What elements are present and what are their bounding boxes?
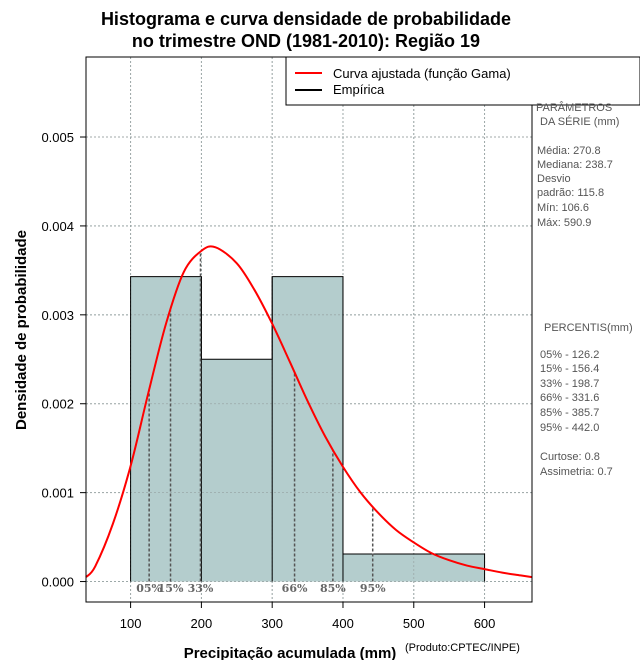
y-tick-label-4: 0.004 [41, 219, 74, 234]
legend-label-empirical: Empírica [333, 82, 385, 97]
y-axis-ticks: 0.000 0.001 0.002 0.003 0.004 0.005 [41, 130, 86, 590]
percentile-markers: 05%15% 33% 66% 85% 95% [136, 251, 386, 595]
y-tick-label-2: 0.002 [41, 397, 74, 412]
percentile-label-33: 33% [188, 582, 214, 595]
legend-label-curve: Curva ajustada (função Gama) [333, 66, 511, 81]
fitted-gamma-curve [85, 245, 533, 579]
params-heading-line-2: DA SÉRIE (mm) [540, 115, 619, 128]
param-mean: Média: 270.8 [537, 145, 601, 157]
product-credit: (Produto:CPTEC/INPE) [405, 642, 520, 654]
param-std-label: Desvio [537, 173, 571, 185]
x-tick-label-100: 100 [120, 616, 142, 631]
histogram-bars [86, 57, 532, 602]
x-tick-label-400: 400 [332, 616, 354, 631]
chart-title-line-1: Histograma e curva densidade de probabil… [101, 9, 511, 29]
percentis-33: 33% - 198.7 [540, 378, 599, 390]
percentile-label-15: 15% [158, 582, 184, 595]
histogram-bar-1 [130, 276, 202, 582]
x-tick-label-600: 600 [474, 616, 496, 631]
param-median: Mediana: 238.7 [537, 159, 613, 171]
params-heading-line-1: PARÂMETROS [536, 101, 612, 114]
percentis-heading: PERCENTIS(mm) [544, 322, 633, 334]
x-tick-label-500: 500 [403, 616, 425, 631]
percentis-66: 66% - 331.6 [540, 392, 599, 404]
percentis-05: 05% - 126.2 [540, 349, 599, 361]
percentile-label-95: 95% [360, 582, 386, 595]
histogram-bar-2 [201, 359, 273, 582]
x-axis-title: Precipitação acumulada (mm) [184, 645, 397, 660]
percentile-label-85: 85% [320, 582, 346, 595]
param-std-value: padrão: 115.8 [537, 187, 604, 199]
param-min: Mín: 106.6 [537, 202, 589, 214]
legend-box [285, 56, 640, 106]
percentis-85: 85% - 385.7 [540, 407, 599, 419]
percentile-label-05: 05% [136, 582, 162, 595]
y-axis-title: Densidade de probabilidade [13, 230, 30, 430]
y-tick-label-1: 0.001 [41, 486, 74, 501]
y-tick-label-5: 0.005 [41, 130, 74, 145]
percentile-label-66: 66% [282, 582, 308, 595]
x-axis-ticks: 100 200 300 400 500 600 [120, 602, 496, 631]
legend: Curva ajustada (função Gama) Empírica [285, 56, 640, 106]
percentis-95: 95% - 442.0 [540, 422, 599, 434]
percentis-15: 15% - 156.4 [540, 363, 599, 375]
x-tick-label-300: 300 [261, 616, 283, 631]
y-tick-label-0: 0.000 [41, 575, 74, 590]
histogram-bar-3 [272, 276, 343, 582]
stat-kurtosis: Curtose: 0.8 [540, 451, 600, 463]
param-max: Máx: 590.9 [537, 217, 591, 229]
series-parameters-panel: PARÂMETROS DA SÉRIE (mm) Média: 270.8 Me… [536, 101, 633, 478]
x-tick-label-200: 200 [191, 616, 213, 631]
chart-title-line-2: no trimestre OND (1981-2010): Região 19 [132, 31, 480, 51]
y-tick-label-3: 0.003 [41, 308, 74, 323]
stat-skewness: Assimetria: 0.7 [540, 466, 613, 478]
